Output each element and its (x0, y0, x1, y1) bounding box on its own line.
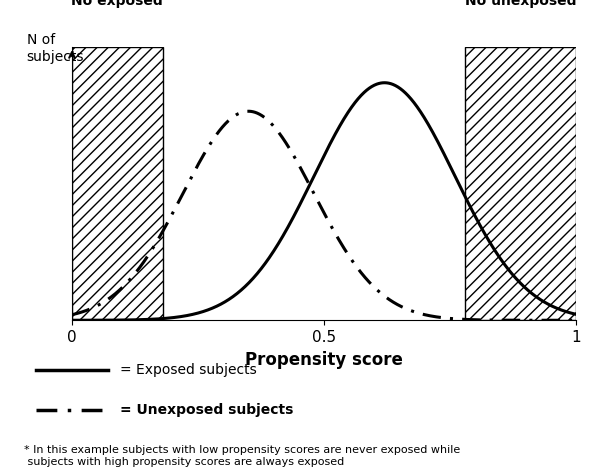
Text: * In this example subjects with low propensity scores are never exposed while
 s: * In this example subjects with low prop… (24, 445, 460, 467)
Text: N of
subjects: N of subjects (26, 33, 84, 64)
Text: = Unexposed subjects: = Unexposed subjects (120, 403, 293, 417)
Text: No exposed: No exposed (71, 0, 163, 8)
Bar (465, 47, 576, 320)
Bar (72, 47, 163, 320)
Text: No unexposed: No unexposed (465, 0, 577, 8)
Text: = Exposed subjects: = Exposed subjects (120, 363, 257, 377)
X-axis label: Propensity score: Propensity score (245, 350, 403, 369)
